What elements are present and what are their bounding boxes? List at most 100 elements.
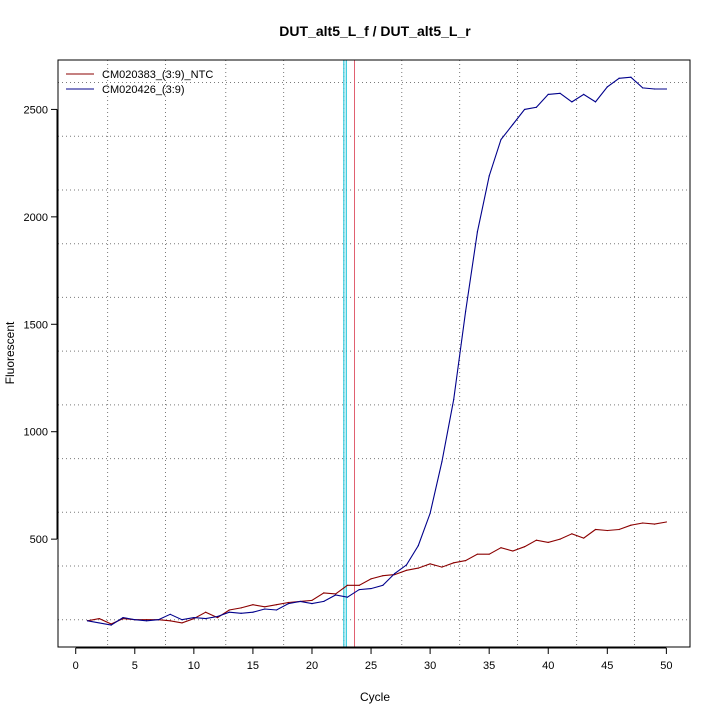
data-point [417,544,419,547]
data-point [594,528,597,531]
data-point [264,606,266,608]
data-point [311,602,313,605]
x-tick-label: 50 [660,660,672,672]
data-point [98,622,100,624]
data-point [110,624,112,626]
data-point [346,584,349,586]
y-tick-label: 2000 [24,212,48,224]
data-point [86,620,89,622]
data-point [287,602,289,605]
x-tick-label: 25 [365,660,377,672]
y-axis-label: Fluorescent [3,321,17,384]
data-point [500,547,502,549]
data-point [606,529,608,532]
data-point [583,93,585,95]
x-axis: 0 5 10 15 20 25 30 35 40 45 50 [73,647,672,672]
data-point [169,620,171,622]
legend: CM020383_(3:9)_NTC CM020426_(3:9) [66,69,213,96]
y-tick-label: 2500 [24,104,48,116]
data-point [500,138,502,141]
data-point [429,512,431,514]
data-point [524,108,526,111]
data-point [571,533,573,535]
data-point [323,600,325,603]
data-point [559,538,561,540]
data-point [169,613,171,615]
data-point [122,616,124,619]
x-tick-label: 35 [483,660,495,672]
data-point [193,616,195,619]
data-point [240,612,242,614]
data-point [252,604,254,606]
x-tick-label: 10 [188,660,200,672]
data-point [382,575,384,577]
data-point [665,88,667,90]
data-point [476,231,478,233]
y-tick-label: 1000 [24,427,48,439]
data-point [264,608,266,610]
data-point [181,622,183,624]
data-point [594,101,597,103]
data-point [618,528,620,531]
data-point [417,567,419,569]
data-point [382,584,384,586]
data-point [370,578,372,580]
data-point [405,569,408,571]
data-point [193,618,195,620]
data-point [665,521,667,523]
data-point [145,619,148,621]
data-point [358,584,360,586]
x-axis-label: Cycle [360,690,390,704]
data-point [323,592,325,594]
data-point [370,587,372,590]
data-point [287,601,289,604]
data-point [335,593,337,595]
data-point [464,310,467,312]
data-point [441,461,443,463]
legend-label: CM020426_(3:9) [102,84,185,96]
data-point [464,560,467,562]
data-point [535,539,538,541]
data-point [630,76,632,78]
data-point [606,86,608,88]
data-point [299,600,301,603]
data-point [228,609,230,611]
data-point [524,546,526,548]
data-point [488,553,490,555]
data-point [394,572,396,575]
data-point [535,106,538,108]
data-point [547,541,549,543]
data-point [205,618,207,620]
data-point [653,88,656,90]
data-point [453,398,455,401]
data-point [311,599,313,601]
data-point [275,609,278,611]
data-point [216,616,219,619]
legend-label: CM020383_(3:9)_NTC [102,69,213,81]
data-point [453,562,455,564]
data-point [181,619,183,621]
data-point [346,596,349,598]
y-axis: 500 1000 1500 2000 2500 [24,104,58,546]
plot-frame [57,59,691,648]
data-point [653,523,656,525]
y-tick-label: 500 [30,534,48,546]
x-tick-label: 5 [132,660,138,672]
threshold-lines [343,60,356,647]
y-tick-label: 1500 [24,319,48,331]
x-tick-label: 45 [601,660,613,672]
x-tick-label: 20 [306,660,318,672]
data-point [134,619,136,621]
data-point [405,564,408,566]
data-point [429,563,431,565]
grid [58,60,690,647]
data-point [630,524,632,526]
data-point [252,611,254,613]
data-point [228,611,230,613]
data-point [547,93,549,95]
data-point [157,619,160,621]
x-tick-label: 15 [247,660,259,672]
data-point [216,615,219,618]
data-point [512,550,514,552]
